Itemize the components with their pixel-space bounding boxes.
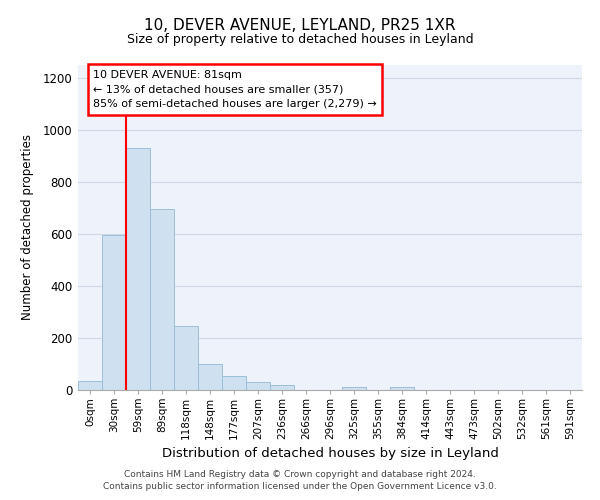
Bar bbox=[270, 385, 294, 390]
Bar bbox=[390, 387, 414, 390]
Bar bbox=[150, 210, 174, 390]
Bar bbox=[222, 376, 246, 390]
Bar bbox=[198, 364, 222, 390]
Bar bbox=[102, 236, 126, 390]
Text: Contains public sector information licensed under the Open Government Licence v3: Contains public sector information licen… bbox=[103, 482, 497, 491]
Bar bbox=[246, 382, 270, 390]
Bar bbox=[126, 148, 150, 390]
Bar bbox=[174, 326, 198, 390]
Text: Size of property relative to detached houses in Leyland: Size of property relative to detached ho… bbox=[127, 32, 473, 46]
Text: Contains HM Land Registry data © Crown copyright and database right 2024.: Contains HM Land Registry data © Crown c… bbox=[124, 470, 476, 479]
Bar bbox=[342, 387, 366, 390]
Y-axis label: Number of detached properties: Number of detached properties bbox=[22, 134, 34, 320]
X-axis label: Distribution of detached houses by size in Leyland: Distribution of detached houses by size … bbox=[161, 448, 499, 460]
Text: 10, DEVER AVENUE, LEYLAND, PR25 1XR: 10, DEVER AVENUE, LEYLAND, PR25 1XR bbox=[144, 18, 456, 32]
Text: 10 DEVER AVENUE: 81sqm
← 13% of detached houses are smaller (357)
85% of semi-de: 10 DEVER AVENUE: 81sqm ← 13% of detached… bbox=[93, 70, 377, 110]
Bar bbox=[78, 381, 102, 390]
